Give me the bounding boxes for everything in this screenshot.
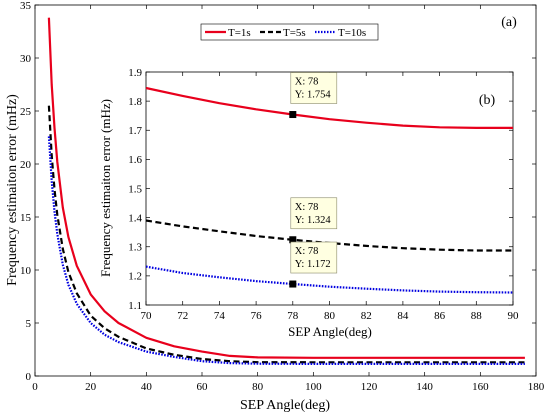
y-tick-label: 1.4 — [128, 212, 142, 224]
main-ticks: 0 20 40 60 80 100 120 140 160 180 0 5 10 15 20 25 30 35 — [20, 0, 545, 393]
datatip-marker — [289, 111, 297, 119]
inset-panel-label: (b) — [479, 93, 496, 108]
legend-label-t1: T=1s — [228, 27, 251, 39]
legend-label-t5: T=5s — [283, 27, 306, 39]
inset-datatips: X: 78 Y: 1.754 X: 78 Y: 1.324 X: 78 Y: 1.172 — [289, 72, 338, 288]
x-tick-label: 80 — [252, 381, 264, 393]
datatip-box — [290, 241, 338, 274]
y-tick-label: 1.2 — [128, 271, 142, 283]
x-tick-label: 120 — [361, 381, 378, 393]
x-tick-label: 88 — [471, 310, 483, 322]
inset-y-axis-label: Frequency estimaiton error (mHz) — [98, 99, 113, 277]
x-tick-label: 86 — [434, 310, 446, 322]
x-tick-label: 76 — [251, 310, 263, 322]
legend-label-t10: T=10s — [338, 27, 366, 39]
main-series-lines — [47, 17, 525, 365]
y-tick-label: 1.8 — [128, 96, 142, 108]
legend: T=1s T=5s T=10s — [200, 23, 379, 41]
inset-panel: 70 72 74 76 78 80 82 84 86 88 90 1.1 1.2 1.3 1.4 1.5 1.6… — [98, 67, 519, 339]
x-tick-label: 160 — [472, 381, 489, 393]
series-line-3 — [145, 265, 514, 294]
y-tick-label: 1.5 — [128, 183, 142, 195]
x-tick-label: 72 — [177, 310, 188, 322]
x-tick-label: 82 — [361, 310, 372, 322]
y-tick-label: 20 — [20, 159, 32, 171]
y-tick-label: 1.9 — [128, 67, 142, 79]
inset-x-axis-label: SEP Angle(deg) — [288, 324, 372, 339]
x-tick-label: 0 — [32, 381, 38, 393]
y-tick-label: 1.1 — [128, 300, 142, 312]
x-tick-label: 140 — [416, 381, 433, 393]
main-y-axis-label: Frequency estimaiton error (mHz) — [5, 94, 20, 286]
y-tick-label: 5 — [26, 318, 32, 330]
datatip-box — [290, 72, 338, 104]
series-line-1 — [47, 17, 525, 359]
datatip-y-text: Y: 1.172 — [295, 259, 331, 270]
y-tick-label: 25 — [20, 106, 32, 118]
y-tick-label: 35 — [20, 0, 32, 12]
main-x-axis-label: SEP Angle(deg) — [240, 398, 330, 413]
x-tick-label: 74 — [214, 310, 226, 322]
x-tick-label: 60 — [197, 381, 209, 393]
main-panel-label: (a) — [501, 15, 517, 30]
datatip-y-text: Y: 1.324 — [295, 215, 332, 226]
y-tick-label: 1.3 — [128, 242, 142, 254]
x-tick-label: 78 — [287, 310, 299, 322]
x-tick-label: 90 — [508, 310, 520, 322]
series-line-1 — [145, 86, 513, 130]
datatip-marker — [289, 280, 297, 288]
y-tick-label: 1.7 — [128, 125, 142, 137]
x-tick-label: 180 — [528, 381, 545, 393]
series-line-2 — [47, 105, 525, 364]
x-tick-label: 70 — [141, 310, 153, 322]
y-tick-label: 15 — [20, 212, 32, 224]
datatip-y-text: Y: 1.754 — [295, 90, 332, 101]
series-line-3 — [47, 136, 525, 365]
y-tick-label: 0 — [26, 371, 32, 383]
datatip-box — [290, 197, 338, 230]
datatip-x-text: X: 78 — [295, 77, 319, 88]
y-tick-label: 10 — [20, 265, 32, 277]
y-tick-label: 1.6 — [128, 154, 142, 166]
x-tick-label: 40 — [141, 381, 153, 393]
y-tick-label: 30 — [20, 53, 32, 65]
x-tick-label: 100 — [305, 381, 322, 393]
x-tick-label: 80 — [324, 310, 336, 322]
datatip-x-text: X: 78 — [295, 202, 319, 213]
x-tick-label: 84 — [397, 310, 409, 322]
inset-ticks: 70 72 74 76 78 80 82 84 86 88 90 1.1 1.2 1.3 1.4 1.5 1.6… — [128, 67, 519, 322]
x-tick-label: 20 — [85, 381, 97, 393]
legend-box — [200, 23, 379, 41]
datatip-marker — [289, 236, 297, 244]
datatip-x-text: X: 78 — [295, 246, 319, 257]
